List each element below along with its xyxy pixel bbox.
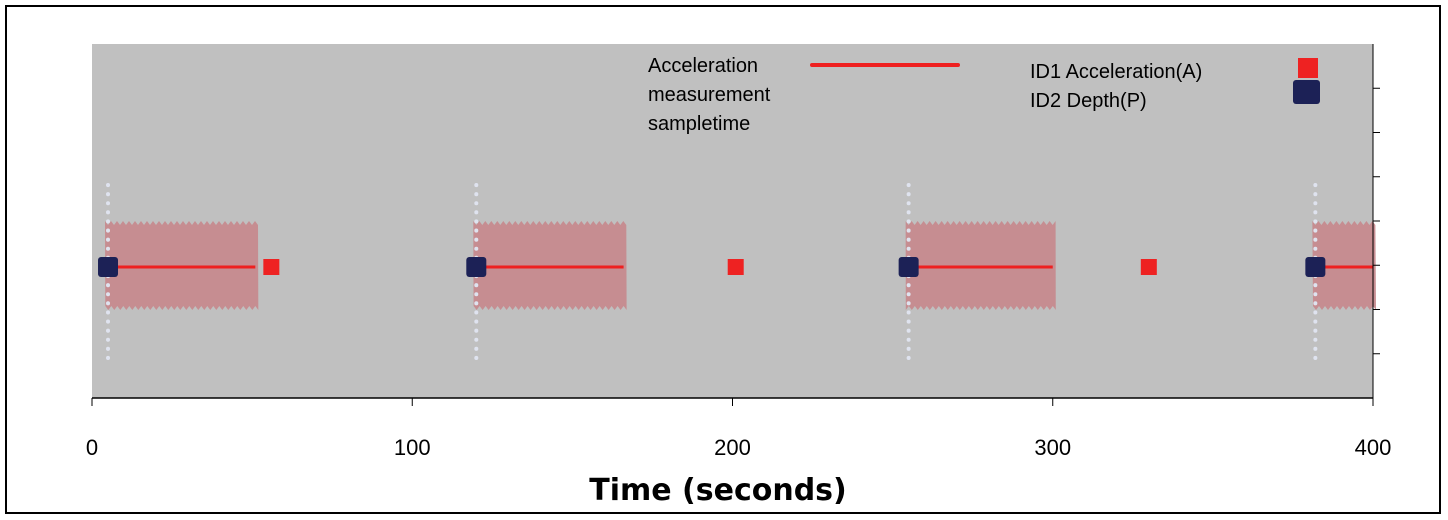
chart-frame (5, 5, 1441, 514)
x-axis-title: Time (seconds) (589, 473, 847, 508)
dotted-guides (106, 183, 1318, 360)
legend-marker-p-swatch (1293, 80, 1320, 104)
plot-area (92, 44, 1373, 398)
legend-line-label-2: measurement (648, 84, 771, 106)
x-tick-label: 300 (1034, 435, 1071, 460)
marker-acceleration (263, 259, 280, 275)
legend-marker-p-label: ID2 Depth(P) (1030, 90, 1147, 112)
marker-acceleration (727, 259, 744, 275)
marker-acceleration (1140, 259, 1157, 275)
marker-depth (466, 257, 487, 277)
marker-depth (898, 257, 919, 277)
legend-line-label-1: Acceleration (648, 55, 758, 77)
legend: Acceleration measurement sampletime ID1 … (648, 55, 1320, 135)
marker-depth (1305, 257, 1326, 277)
x-tick-label: 0 (86, 435, 98, 460)
x-tick-label: 200 (714, 435, 751, 460)
x-tick-label: 100 (394, 435, 431, 460)
markers (98, 257, 1326, 277)
legend-line-label-3: sampletime (648, 113, 750, 135)
legend-marker-a-label: ID1 Acceleration(A) (1030, 61, 1202, 83)
axes: 0 100 200 300 400 (86, 44, 1391, 460)
x-tick-label: 400 (1355, 435, 1392, 460)
marker-depth (98, 257, 119, 277)
legend-marker-a-swatch (1298, 58, 1318, 78)
